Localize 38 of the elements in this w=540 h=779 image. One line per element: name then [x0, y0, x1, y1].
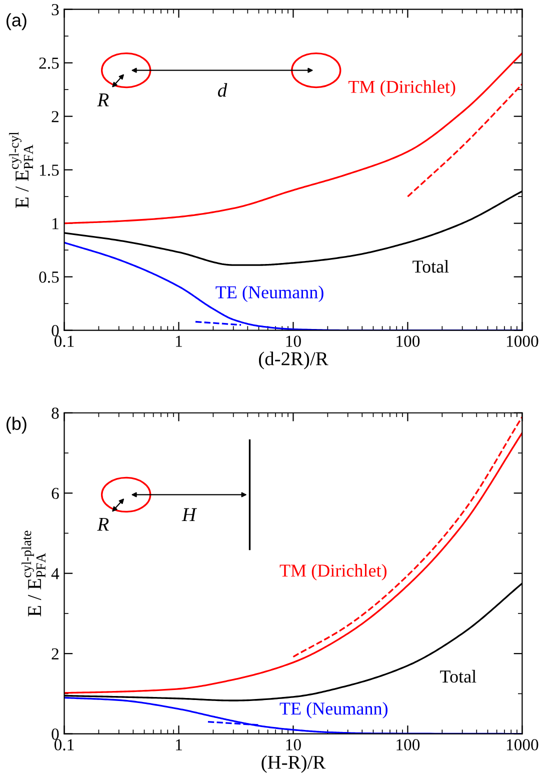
x-tick-label: 0.1 — [54, 739, 74, 750]
y-tick-label: 1.5 — [40, 164, 59, 176]
x-tick-label: 10 — [286, 739, 301, 750]
annotation: R — [97, 518, 109, 531]
x-tick-label: 100 — [396, 336, 420, 347]
x-axis-title: (d-2R)/R — [258, 352, 328, 370]
y-tick-label: 2 — [52, 111, 58, 122]
chart-title: (a) — [6, 13, 26, 30]
y-axis-title: E / E$^{cyl-cyl}$$_{PFA}$ — [9, 132, 33, 208]
x-tick-label: 1 — [176, 739, 182, 750]
series-label: TM (Dirichlet) — [280, 564, 386, 580]
x-axis-title: (H-R)/R — [262, 755, 326, 773]
annotation: R — [97, 94, 109, 106]
x-tick-label: 1 — [176, 336, 182, 347]
y-tick-label: 2.5 — [39, 58, 59, 69]
y-axis-title: E / E$^{cyl-plate}$$_{PFA}$ — [22, 530, 46, 616]
x-tick-label: 10 — [286, 336, 301, 347]
annotation: d — [218, 83, 228, 97]
series-label: Total — [440, 670, 476, 683]
y-tick-label: 8 — [52, 408, 59, 419]
y-tick-label: 0 — [52, 728, 59, 740]
series-label: TM (Dirichlet) — [348, 80, 456, 97]
series-label: TE (Neumann) — [280, 702, 388, 718]
y-tick-label: 0.5 — [39, 272, 59, 283]
y-tick-label: 1 — [52, 218, 58, 230]
y-tick-label: 6 — [52, 488, 59, 500]
series-label: Total — [412, 260, 449, 273]
x-tick-label: 100 — [396, 739, 420, 750]
x-tick-label: 1000 — [506, 336, 538, 347]
x-tick-label: 1000 — [506, 739, 538, 750]
series-label: TE (Neumann) — [216, 286, 324, 302]
annotation: H — [182, 508, 197, 522]
y-tick-label: 3 — [52, 4, 59, 16]
chart-title: (b) — [6, 416, 26, 434]
y-tick-label: 2 — [52, 648, 58, 660]
y-tick-label: 0 — [52, 324, 59, 336]
y-tick-label: 4 — [51, 568, 60, 580]
x-tick-label: 0.1 — [54, 336, 74, 347]
